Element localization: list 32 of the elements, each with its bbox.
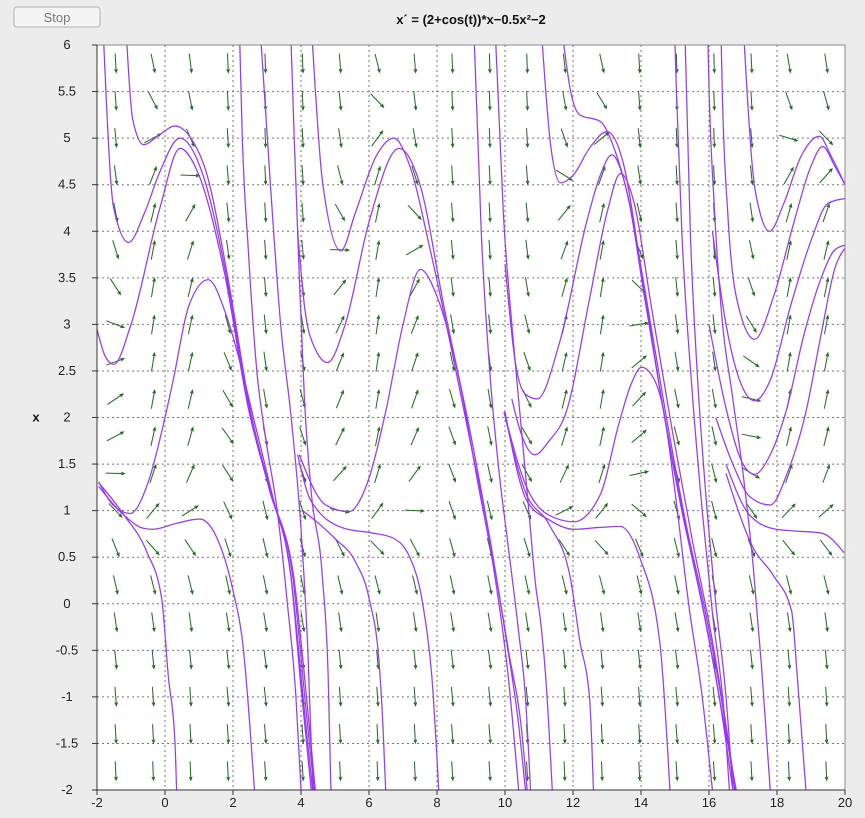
y-tick-label: -1.5 [56,735,78,750]
x-tick-label: 10 [498,795,512,810]
x-tick-label: 16 [702,795,716,810]
stop-button: Stop [14,6,100,28]
x-tick-label: 8 [433,795,441,810]
x-tick-label: 2 [229,795,237,810]
y-tick-label: 1.5 [58,456,76,472]
y-tick-label: 6 [63,37,71,52]
y-axis-title: x [32,410,40,424]
y-tick-label: 5 [63,130,71,146]
x-tick-label: 18 [770,795,784,810]
y-tick-label: 0 [63,596,71,611]
y-tick-label: 0.5 [58,549,76,564]
y-tick-label: 2.5 [58,362,76,378]
y-tick-label: -2 [61,782,73,797]
y-tick-label: 3.5 [58,270,76,285]
x-tick-label: 6 [365,795,373,810]
x-tick-label: 12 [566,795,580,810]
y-tick-label: 1 [63,502,71,518]
y-tick-label: 2 [63,410,71,424]
x-tick-label: 0 [161,795,169,810]
chart-title: x´ = (2+cos(t))*x−0.5x²−2 [396,12,546,27]
x-tick-label: -2 [91,795,103,810]
y-tick-label: -1 [61,688,73,704]
x-tick-label: 4 [297,795,305,810]
y-tick-label: 3 [63,316,71,332]
x-tick-label: 20 [838,795,852,810]
y-tick-label: 4 [63,223,71,238]
y-tick-label: 5.5 [58,84,76,99]
x-tick-label: 14 [634,795,648,810]
y-tick-label: -0.5 [56,642,78,658]
y-tick-label: 4.5 [58,176,76,192]
